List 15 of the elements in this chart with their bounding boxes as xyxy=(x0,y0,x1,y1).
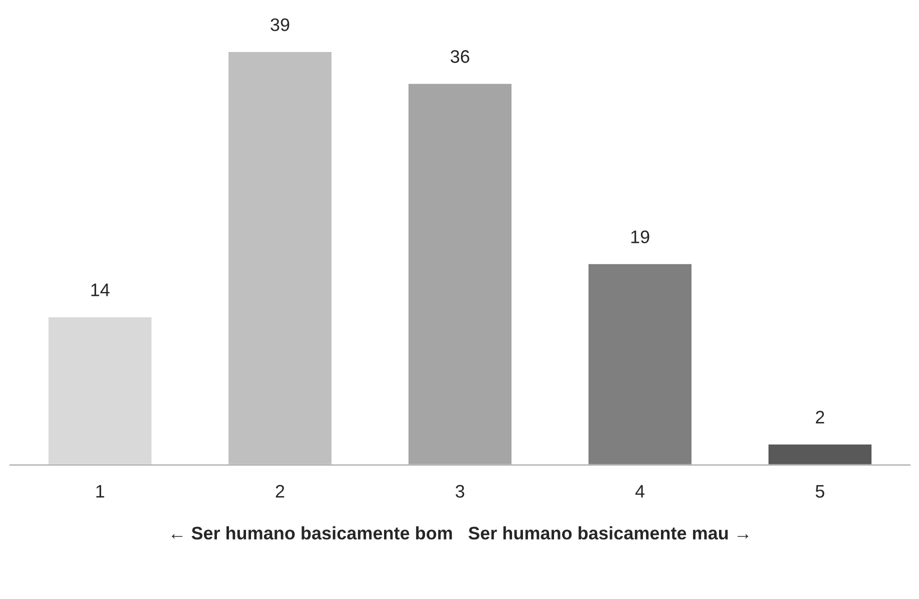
x-tick-label: 4 xyxy=(635,485,644,498)
data-label: 19 xyxy=(631,230,650,244)
x-tick-label: 5 xyxy=(816,485,824,498)
data-label: 14 xyxy=(91,284,110,296)
x-tick-label: 1 xyxy=(96,485,104,498)
data-label: 2 xyxy=(816,410,824,424)
x-tick-label: 2 xyxy=(276,484,284,498)
x-tick-label: 3 xyxy=(456,484,464,498)
data-label: 39 xyxy=(270,18,290,32)
bar xyxy=(767,443,873,465)
bar xyxy=(227,50,333,465)
data-label: 36 xyxy=(450,50,470,63)
bar xyxy=(47,316,153,465)
bar xyxy=(587,262,693,465)
x-axis-title: ← Ser humano basicamente bom Ser humano basicamente mau → xyxy=(172,526,748,540)
